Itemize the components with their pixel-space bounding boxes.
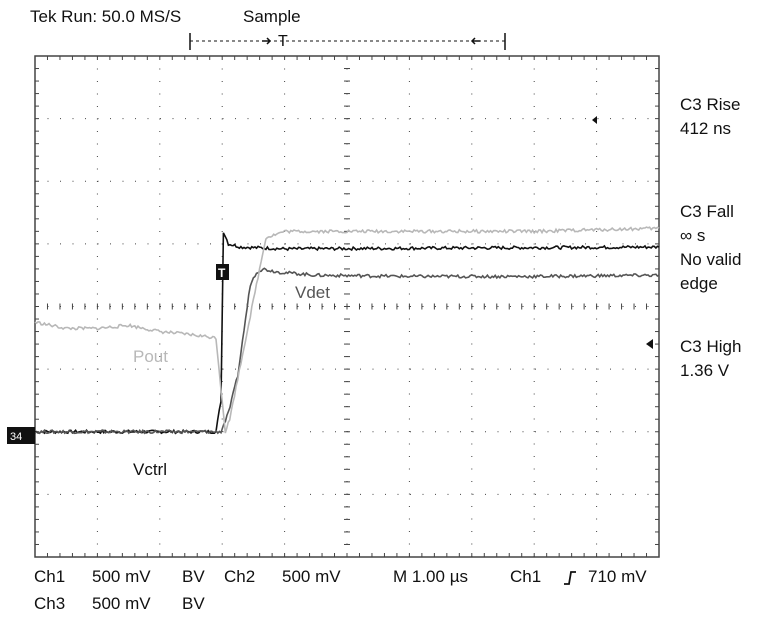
rising-edge-icon — [564, 571, 576, 585]
trigger-source: Ch1 — [510, 567, 542, 586]
measurement-fall: C3 Fall ∞ s No valid edge — [680, 202, 742, 293]
trace-label-vdet: Vdet — [295, 283, 330, 302]
ch1-bandwidth: BV — [182, 567, 205, 586]
timebase: M 1.00 µs — [393, 567, 468, 586]
traces — [34, 226, 660, 435]
trigger-marker: T — [278, 33, 288, 50]
trace-vdet — [34, 267, 660, 435]
trigger-level: 710 mV — [588, 567, 647, 586]
ch3-scale: 500 mV — [92, 594, 151, 613]
trace-label-vctrl: Vctrl — [133, 460, 167, 479]
svg-text:T: T — [218, 266, 226, 280]
acquisition-mode: Sample — [243, 7, 301, 26]
ch1-name: Ch1 — [34, 567, 66, 586]
trace-vctrl — [34, 232, 660, 435]
measurement-rise: C3 Rise 412 ns — [680, 95, 741, 138]
ch3-name: Ch3 — [34, 594, 66, 613]
ch2-scale: 500 mV — [282, 567, 341, 586]
trigger-point-marker: T — [216, 264, 229, 280]
svg-text:34: 34 — [10, 431, 22, 443]
trace-pout — [34, 226, 660, 434]
graticule — [34, 55, 660, 558]
measurement-high: C3 High 1.36 V — [680, 337, 742, 380]
ch1-scale: 500 mV — [92, 567, 151, 586]
trace-label-pout: Pout — [133, 347, 168, 366]
ch2-name: Ch2 — [224, 567, 256, 586]
ground-reference-marker: 34 — [7, 427, 35, 444]
ch3-bandwidth: BV — [182, 594, 205, 613]
acquisition-status: Tek Run: 50.0 MS/S — [30, 7, 182, 26]
trigger-position-bracket: T — [189, 33, 506, 50]
measurement-arrows — [592, 116, 653, 349]
